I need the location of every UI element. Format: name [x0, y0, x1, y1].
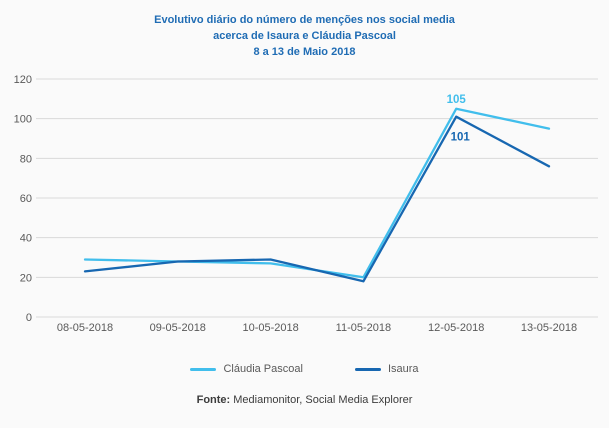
y-tick-label-0: 0	[26, 312, 32, 324]
x-tick-label-13-05-2018: 13-05-2018	[521, 322, 577, 334]
chart-title-line3: 8 a 13 de Maio 2018	[253, 46, 356, 58]
legend-item-claudia: Cláudia Pascoal	[190, 363, 303, 375]
source-note: Fonte: Mediamonitor, Social Media Explor…	[0, 394, 609, 406]
y-tick-label-120: 120	[14, 74, 32, 86]
legend-swatch-claudia	[190, 367, 217, 371]
series-line-isaura	[83, 115, 551, 283]
x-tick-label-10-05-2018: 10-05-2018	[242, 322, 298, 334]
series-line-cláudia-pascoal	[83, 107, 551, 279]
legend-swatch-isaura	[354, 367, 381, 371]
value-label-101: 101	[451, 132, 471, 144]
x-tick-label-08-05-2018: 08-05-2018	[57, 322, 113, 334]
legend-label-claudia: Cláudia Pascoal	[223, 363, 303, 375]
y-tick-label-60: 60	[20, 193, 32, 205]
legend-item-isaura: Isaura	[354, 363, 419, 375]
y-tick-label-20: 20	[20, 272, 32, 284]
chart-title-line2: acerca de Isaura e Cláudia Pascoal	[213, 30, 396, 42]
value-label-105: 105	[447, 94, 467, 106]
chart-title-line1: Evolutivo diário do número de menções no…	[154, 14, 455, 26]
legend: Cláudia Pascoal Isaura	[0, 361, 609, 377]
chart-title: Evolutivo diário do número de menções no…	[0, 12, 609, 60]
x-tick-label-09-05-2018: 09-05-2018	[150, 322, 206, 334]
x-tick-label-11-05-2018: 11-05-2018	[336, 322, 391, 334]
y-tick-label-80: 80	[20, 153, 32, 165]
line-chart: 0 20 40 60 80 100 120 08-05-2018 09-05-2018 10-05…	[14, 74, 598, 334]
source-label: Fonte:	[196, 394, 231, 406]
x-tick-label-12-05-2018: 12-05-2018	[428, 322, 484, 334]
y-tick-label-40: 40	[20, 233, 32, 245]
source-text: Mediamonitor, Social Media Explorer	[230, 394, 413, 406]
legend-label-isaura: Isaura	[387, 363, 419, 375]
y-tick-label-100: 100	[14, 114, 32, 126]
